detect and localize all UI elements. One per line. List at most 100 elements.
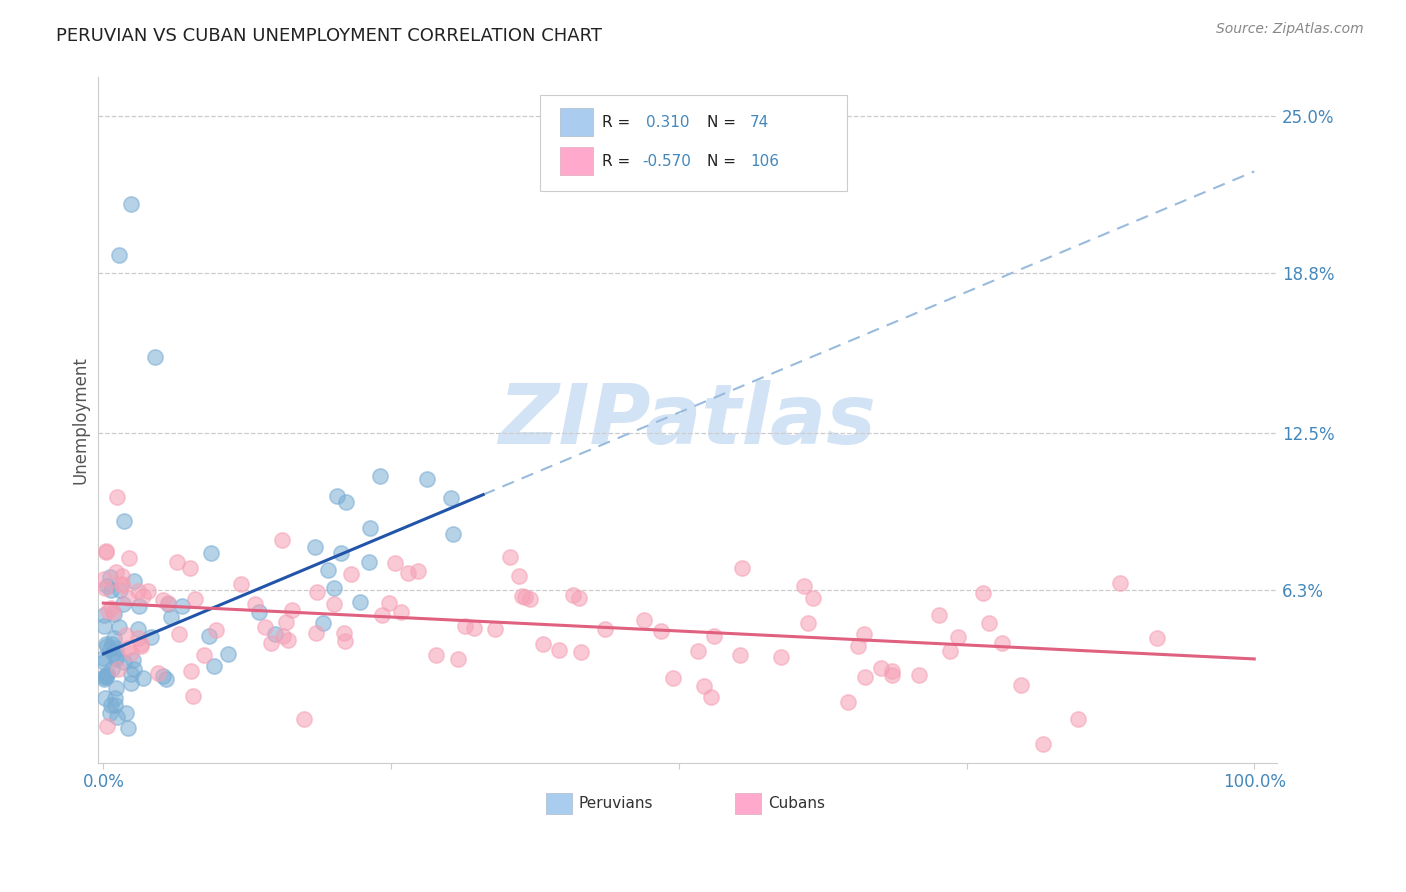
Point xyxy=(801,591,824,605)
Point xyxy=(105,649,128,664)
Point xyxy=(166,554,188,568)
Point xyxy=(111,576,134,591)
Text: R =: R = xyxy=(603,153,636,169)
Point xyxy=(167,626,190,640)
Point xyxy=(316,563,339,577)
Point xyxy=(93,651,115,665)
Point xyxy=(93,608,115,623)
Point xyxy=(326,490,349,504)
Point xyxy=(143,350,166,364)
Point xyxy=(180,664,202,678)
Point xyxy=(96,639,118,653)
Text: Cubans: Cubans xyxy=(768,796,825,811)
Point xyxy=(94,670,117,684)
Point xyxy=(96,636,118,650)
Text: 0.310: 0.310 xyxy=(647,114,689,129)
Point xyxy=(415,472,437,486)
Point xyxy=(335,495,357,509)
Point xyxy=(100,601,122,615)
Point xyxy=(454,618,477,632)
Point xyxy=(181,689,204,703)
Point xyxy=(846,639,869,653)
Point xyxy=(1032,737,1054,751)
FancyBboxPatch shape xyxy=(734,792,761,814)
Point xyxy=(928,608,950,623)
Point xyxy=(371,608,394,623)
Point xyxy=(304,540,326,554)
Point xyxy=(112,515,135,529)
Point xyxy=(117,591,139,605)
Point xyxy=(247,606,270,620)
Text: Source: ZipAtlas.com: Source: ZipAtlas.com xyxy=(1216,22,1364,37)
Point xyxy=(391,605,413,619)
Point xyxy=(880,667,903,681)
Point xyxy=(93,581,115,595)
Point xyxy=(339,567,361,582)
Point xyxy=(349,595,371,609)
Point xyxy=(330,546,353,560)
Point xyxy=(519,592,541,607)
Point xyxy=(972,586,994,600)
Point xyxy=(96,669,118,683)
Point xyxy=(204,624,226,638)
Point xyxy=(93,672,115,686)
Point xyxy=(93,655,115,669)
Point xyxy=(120,676,142,690)
Point xyxy=(101,606,124,620)
Point xyxy=(105,651,128,665)
Point xyxy=(977,615,1000,630)
Y-axis label: Unemployment: Unemployment xyxy=(72,356,89,484)
Point xyxy=(117,640,139,655)
Point xyxy=(111,577,134,591)
Point xyxy=(121,646,143,660)
Point xyxy=(122,662,145,676)
Point xyxy=(264,626,287,640)
Point xyxy=(650,624,672,638)
Point xyxy=(484,622,506,636)
Point xyxy=(114,628,136,642)
Point xyxy=(333,634,356,648)
Point xyxy=(837,695,859,709)
Text: -0.570: -0.570 xyxy=(643,153,692,169)
Point xyxy=(531,637,554,651)
Point xyxy=(633,614,655,628)
Point xyxy=(198,628,221,642)
Point xyxy=(870,661,893,675)
Point xyxy=(156,596,179,610)
Point xyxy=(108,582,131,597)
Point xyxy=(305,625,328,640)
Point xyxy=(273,629,295,643)
Point xyxy=(880,665,903,679)
Point xyxy=(568,591,591,605)
Point xyxy=(939,643,962,657)
Point xyxy=(122,574,145,589)
Point xyxy=(333,625,356,640)
Point xyxy=(183,591,205,606)
Point xyxy=(105,490,128,504)
Text: R =: R = xyxy=(603,114,636,129)
Point xyxy=(853,627,876,641)
Point xyxy=(100,698,122,712)
Point xyxy=(97,604,120,618)
Point xyxy=(100,569,122,583)
Point xyxy=(129,639,152,653)
FancyBboxPatch shape xyxy=(546,792,572,814)
Point xyxy=(368,469,391,483)
Point xyxy=(703,629,725,643)
Point xyxy=(384,556,406,570)
Point xyxy=(217,647,239,661)
Text: ZIPatlas: ZIPatlas xyxy=(499,380,876,461)
Point xyxy=(96,544,118,558)
Point xyxy=(127,584,149,599)
Point xyxy=(991,635,1014,649)
Point xyxy=(96,719,118,733)
Point xyxy=(103,632,125,646)
Point xyxy=(100,637,122,651)
Point xyxy=(146,666,169,681)
Point xyxy=(593,622,616,636)
Point xyxy=(107,620,129,634)
Point xyxy=(100,582,122,597)
Point xyxy=(129,637,152,651)
Point xyxy=(547,643,569,657)
Point xyxy=(103,698,125,712)
